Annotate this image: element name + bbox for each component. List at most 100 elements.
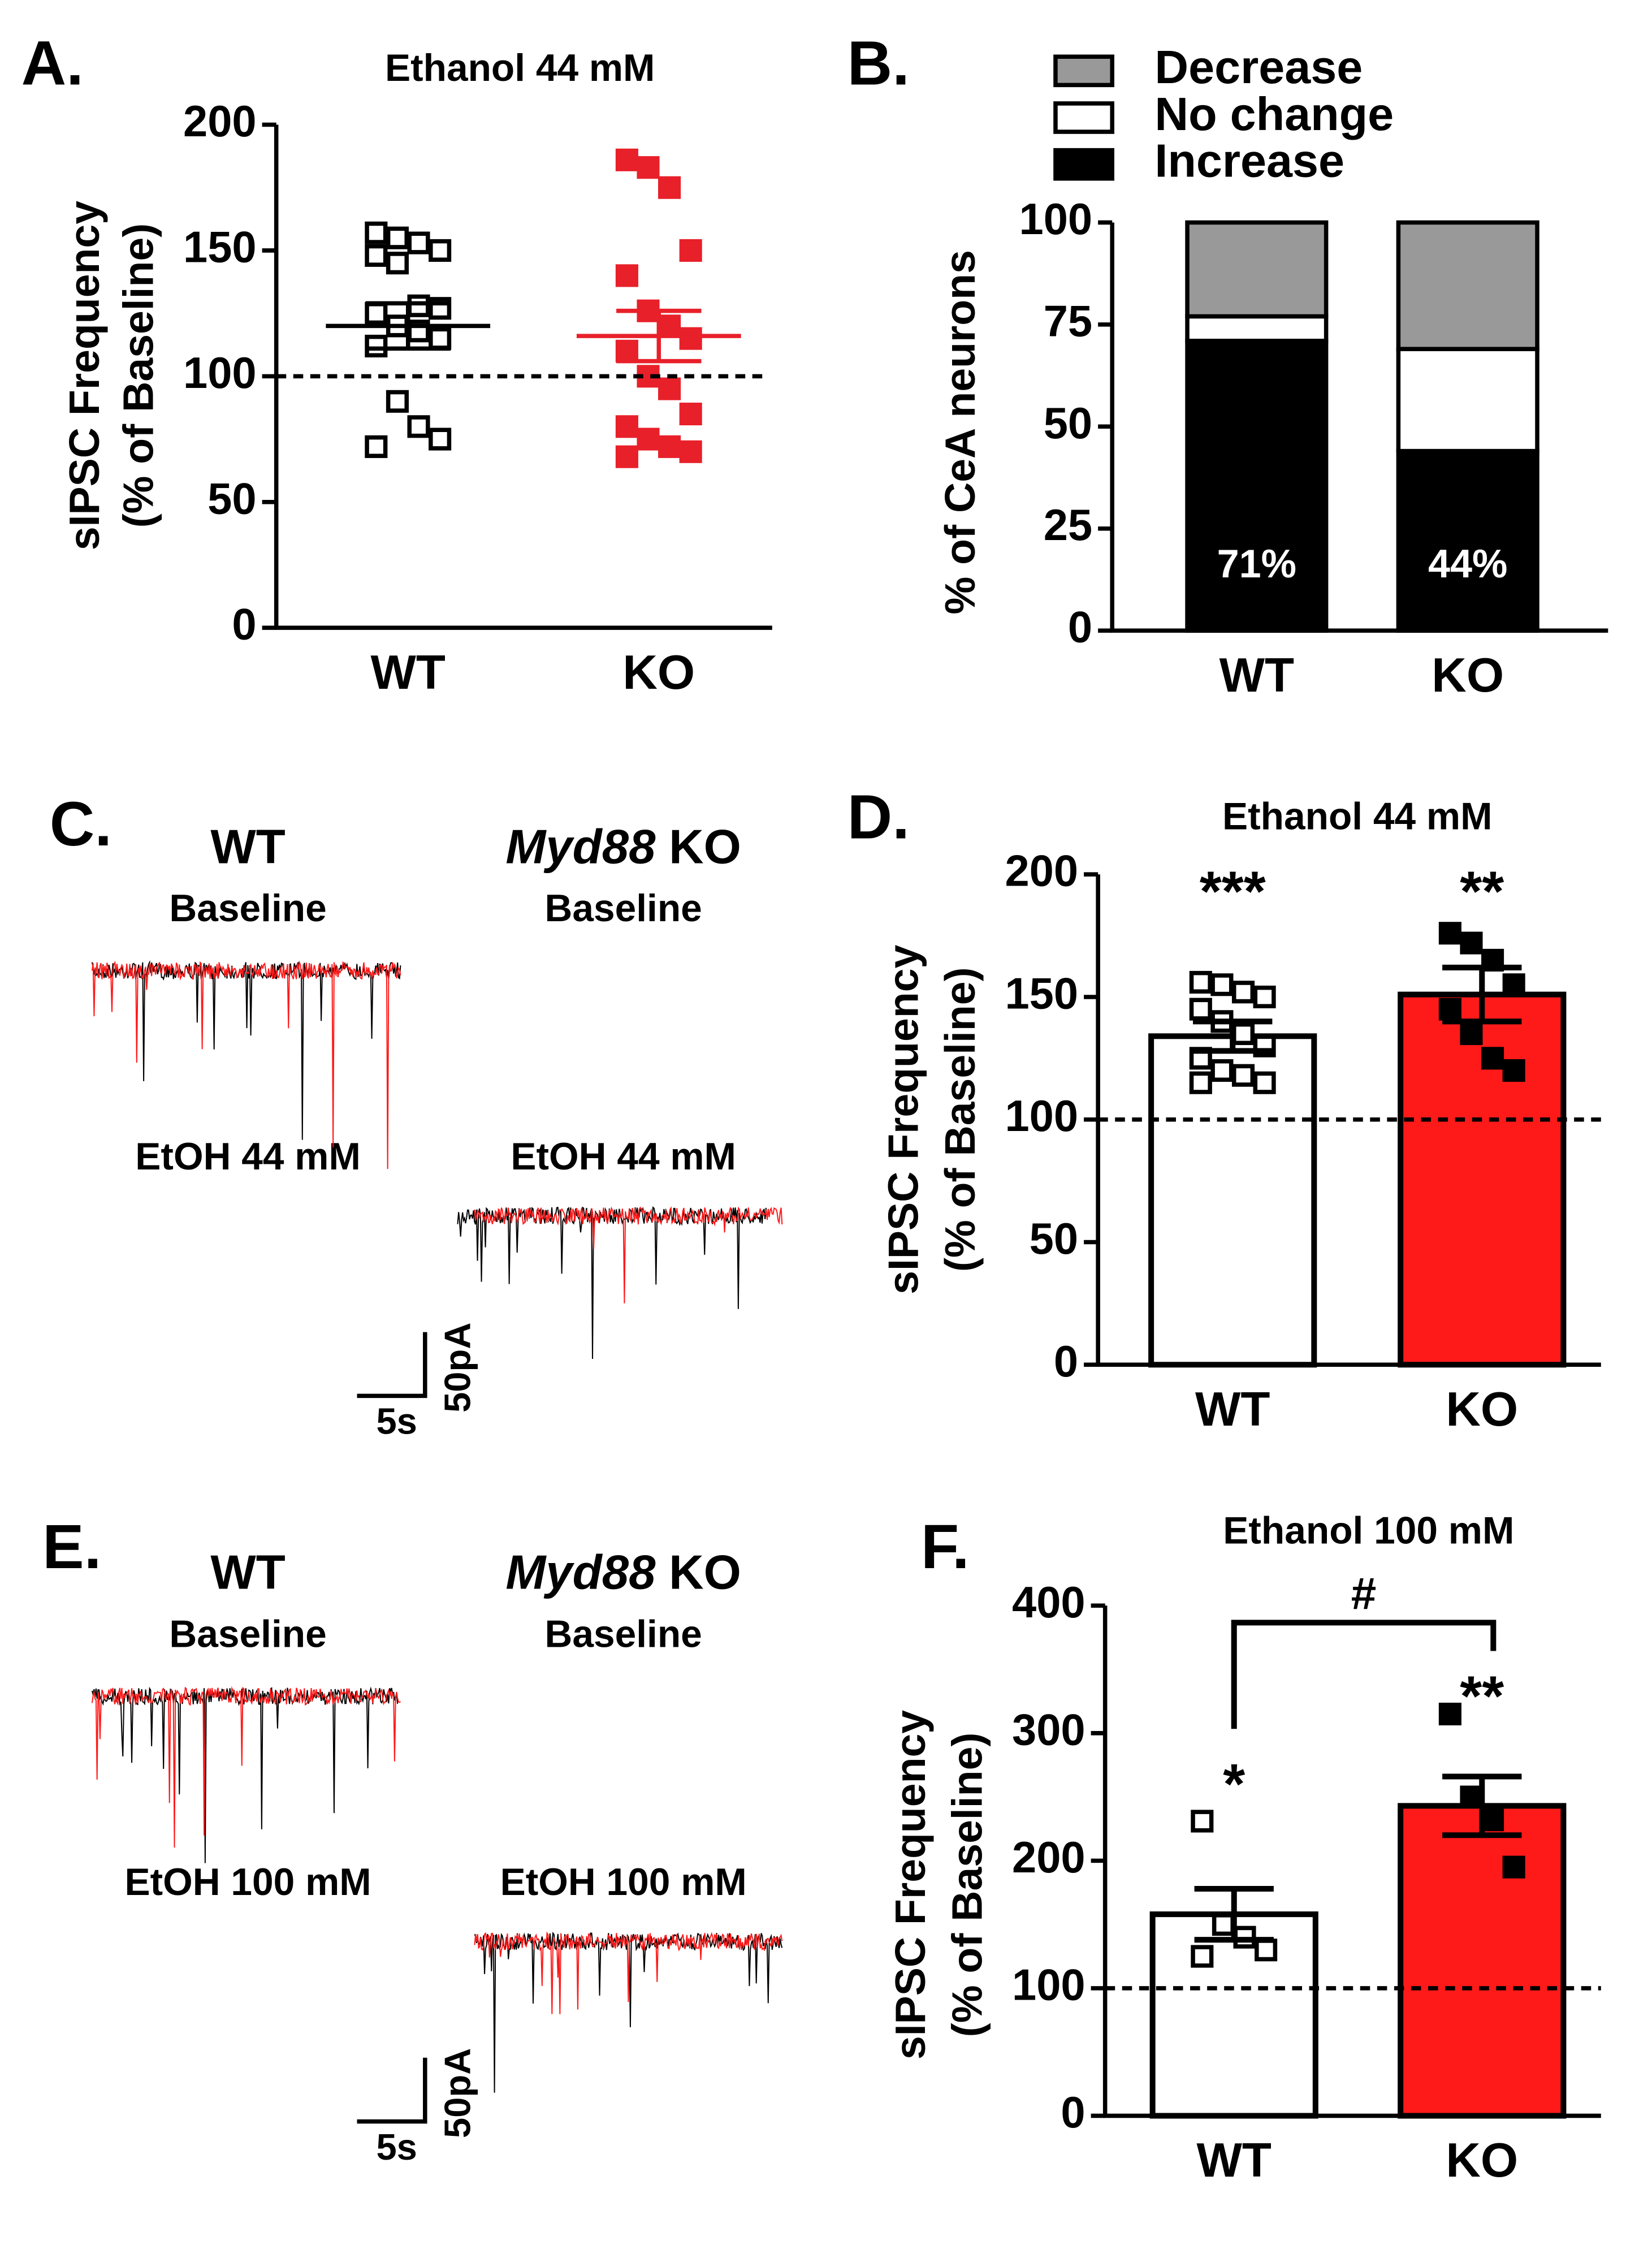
data-point	[1502, 1855, 1525, 1879]
data-point	[1212, 1913, 1235, 1936]
data-point	[1502, 973, 1525, 996]
bar-segment	[1396, 220, 1539, 351]
panel-label: B.	[847, 28, 910, 98]
scale-bar	[357, 2057, 427, 2124]
condition-label: EtOH 100 mM	[500, 1861, 747, 1903]
error-bar	[1194, 1885, 1274, 1943]
data-point	[1231, 1064, 1255, 1087]
bar-segment	[1185, 338, 1329, 633]
bar-segment	[1396, 448, 1539, 633]
legend-swatch	[1053, 54, 1114, 88]
legend-label: Increase	[1154, 135, 1344, 187]
data-point	[365, 334, 388, 358]
chart-title: Ethanol 44 mM	[385, 47, 655, 89]
scale-time: 5s	[376, 1401, 417, 1442]
legend-label: Decrease	[1154, 41, 1363, 93]
data-point	[365, 302, 388, 325]
group-title: Myd88 KO	[505, 820, 741, 874]
legend-swatch	[1053, 101, 1114, 134]
group-name: WT	[210, 1546, 285, 1599]
y-tick-label: 100	[1012, 1961, 1086, 2009]
data-point	[658, 377, 681, 400]
significance: *	[1223, 1752, 1245, 1816]
bar-segment	[1396, 347, 1539, 454]
data-point	[429, 428, 452, 451]
data-point	[615, 339, 638, 362]
legend-label: No change	[1154, 88, 1394, 140]
y-tick-label: 200	[1012, 1833, 1086, 1882]
y-axis-label: sIPSC Frequency	[60, 201, 108, 550]
y-tick-label: 75	[1044, 297, 1092, 346]
panel-label: D.	[847, 783, 910, 852]
error-bar	[616, 308, 702, 364]
data-point	[1255, 1939, 1278, 1962]
data-point	[365, 244, 388, 267]
x-tick-label: KO	[622, 646, 695, 700]
y-tick-label: 0	[1061, 2088, 1085, 2137]
y-tick-label: 0	[1068, 603, 1092, 652]
scale-time: 5s	[376, 2126, 417, 2168]
condition-label: Baseline	[544, 1613, 702, 1655]
x-tick-label: WT	[371, 646, 446, 700]
y-tick-label: 150	[1005, 969, 1078, 1018]
error-bar	[1193, 1018, 1273, 1054]
data-point	[1253, 985, 1276, 1009]
current-trace	[474, 1931, 783, 2093]
data-point	[386, 252, 409, 275]
legend-swatch	[1053, 148, 1114, 181]
y-tick-label: 50	[1030, 1215, 1078, 1263]
scale-current: 50pA	[437, 2048, 478, 2138]
data-point	[429, 239, 452, 262]
data-point	[407, 231, 430, 254]
data-point	[1481, 1047, 1504, 1070]
y-tick-label: 200	[1005, 847, 1078, 896]
data-point	[615, 264, 638, 287]
data-point	[1210, 973, 1234, 996]
y-axis-label: sIPSC Frequency	[880, 944, 927, 1294]
error-bar	[365, 301, 451, 351]
gene-name: Myd88	[505, 1546, 656, 1599]
data-point	[407, 294, 430, 317]
current-trace	[457, 1206, 767, 1359]
comparison-bracket	[1231, 1620, 1497, 1729]
data-point	[615, 415, 638, 438]
x-tick-label: KO	[1446, 1383, 1518, 1436]
data-point	[1438, 1702, 1461, 1726]
y-tick-label: 200	[183, 97, 257, 146]
panel-label: E.	[42, 1512, 101, 1582]
significance: ***	[1200, 860, 1266, 923]
data-point	[679, 239, 702, 262]
x-tick-label: KO	[1432, 649, 1504, 702]
bar-segment	[1185, 220, 1329, 319]
y-axis-label: sIPSC Frequency	[886, 1710, 934, 2060]
data-point	[386, 226, 409, 249]
y-tick-label: 100	[1005, 1092, 1078, 1141]
y-tick-label: 300	[1012, 1706, 1086, 1754]
data-point	[1231, 1022, 1255, 1046]
data-point	[1481, 1808, 1504, 1832]
panel-label: C.	[50, 789, 112, 859]
data-point	[1210, 1059, 1234, 1082]
data-point	[1460, 1022, 1483, 1046]
scale-current: 50pA	[437, 1323, 478, 1413]
y-tick-label: 150	[183, 223, 257, 271]
y-tick-label: 50	[1044, 399, 1092, 448]
y-tick-label: 50	[207, 474, 256, 523]
data-point	[658, 435, 681, 458]
data-point	[386, 390, 409, 413]
current-trace	[91, 960, 401, 1140]
data-point	[1253, 1071, 1276, 1094]
value-label: 71%	[1217, 541, 1296, 586]
panel-label: F.	[921, 1512, 970, 1582]
y-tick-label: 100	[1019, 195, 1093, 244]
data-point	[658, 314, 681, 338]
data-point	[429, 327, 452, 350]
data-point	[1189, 970, 1212, 994]
significance: **	[1460, 1665, 1504, 1728]
group-title: WT	[210, 1546, 285, 1599]
current-trace	[91, 1686, 401, 1848]
data-point	[1460, 1785, 1483, 1808]
data-point	[1438, 922, 1461, 945]
